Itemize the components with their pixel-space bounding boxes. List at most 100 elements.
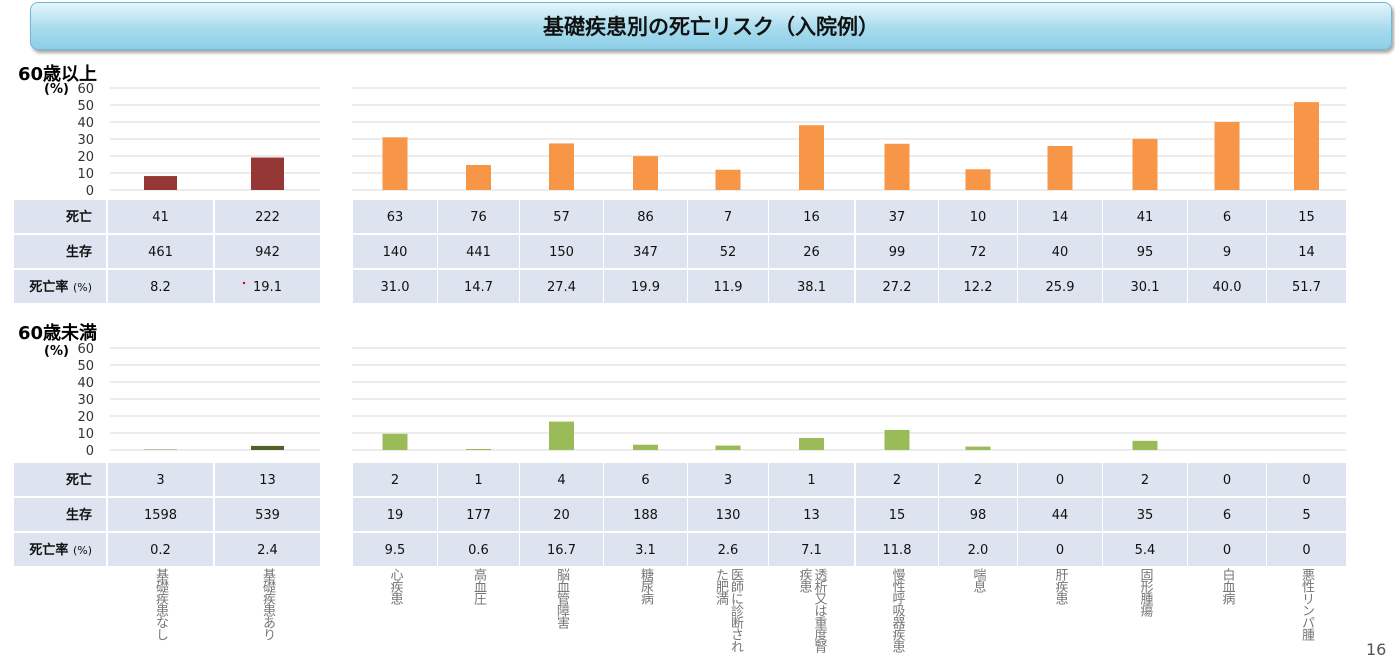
bar-over60-2 <box>382 137 408 190</box>
row-label-survivors-under60: 生存 <box>66 507 92 523</box>
table-value-mortality-rate-over60: 38.1 <box>797 280 826 295</box>
table-cell-over60 <box>688 235 768 268</box>
bar-over60-5 <box>633 156 658 190</box>
table-value-survivors-over60: 9 <box>1223 245 1231 260</box>
table-rowlabel-cell-over60 <box>14 270 106 303</box>
table-cell-over60 <box>215 200 320 233</box>
table-cell-under60 <box>1018 498 1102 531</box>
table-cell-over60 <box>215 235 320 268</box>
bar-under60-8 <box>884 429 910 450</box>
table-cell-under60 <box>1267 463 1346 496</box>
table-value-survivors-over60: 347 <box>633 245 658 260</box>
bar-over60-0 <box>144 176 177 190</box>
table-cell-over60 <box>1103 200 1187 233</box>
title-banner: 基礎疾患別の死亡リスク（入院例） <box>30 2 1392 50</box>
table-value-mortality-rate-under60: 0 <box>1302 543 1310 558</box>
table-cell-under60 <box>939 498 1017 531</box>
table-cell-under60 <box>1018 463 1102 496</box>
table-value-deaths-over60: 16 <box>803 210 820 225</box>
table-cell-over60 <box>769 235 854 268</box>
table-cell-over60 <box>520 270 603 303</box>
table-value-survivors-over60: 40 <box>1052 245 1069 260</box>
bar-under60-6 <box>715 445 741 450</box>
y-tick-label-under60: 60 <box>77 342 94 357</box>
table-cell-over60 <box>604 235 687 268</box>
table-cell-under60 <box>769 533 854 566</box>
table-cell-over60 <box>604 200 687 233</box>
table-cell-under60 <box>1018 533 1102 566</box>
table-cell-over60 <box>108 200 213 233</box>
table-cell-under60 <box>856 533 938 566</box>
page-number: 16 <box>1366 640 1387 659</box>
bar-over60-7 <box>799 125 824 190</box>
category-label: 肝疾患 <box>1052 568 1068 604</box>
table-value-mortality-rate-over60: 12.2 <box>964 280 993 295</box>
table-value-deaths-under60: 4 <box>557 473 565 488</box>
table-value-survivors-under60: 13 <box>803 508 820 523</box>
table-cell-over60 <box>939 200 1017 233</box>
table-cell-over60 <box>769 270 854 303</box>
table-cell-over60 <box>1267 200 1346 233</box>
category-label: 糖尿病 <box>638 568 653 604</box>
category-label: 脳血管障害 <box>554 568 569 628</box>
bar-over60-8 <box>884 143 910 190</box>
table-value-mortality-rate-under60: 0 <box>1223 543 1231 558</box>
table-value-deaths-over60: 14 <box>1052 210 1069 225</box>
bar-over60-12 <box>1214 122 1240 190</box>
row-label-mortality-rate-over60: 死亡率 (%) <box>29 279 92 295</box>
table-value-survivors-under60: 539 <box>255 508 280 523</box>
category-label: 白血病 <box>1219 568 1235 604</box>
table-value-deaths-over60: 15 <box>1298 210 1315 225</box>
table-cell-over60 <box>520 235 603 268</box>
y-tick-label-over60: 20 <box>77 150 94 165</box>
y-tick-label-under60: 50 <box>77 359 94 374</box>
table-value-deaths-over60: 41 <box>152 210 169 225</box>
table-value-deaths-over60: 63 <box>387 210 404 225</box>
table-value-mortality-rate-under60: 9.5 <box>385 543 406 558</box>
table-value-deaths-under60: 2 <box>1141 473 1149 488</box>
row-label-survivors-over60: 生存 <box>66 244 92 260</box>
table-value-mortality-rate-under60: 5.4 <box>1135 543 1156 558</box>
bar-over60-11 <box>1132 138 1158 190</box>
category-label: 医師に診断され た肥満 <box>713 568 743 652</box>
table-value-survivors-over60: 14 <box>1298 245 1315 260</box>
table-value-survivors-over60: 52 <box>720 245 737 260</box>
table-value-deaths-over60: 76 <box>470 210 487 225</box>
table-cell-under60 <box>438 533 519 566</box>
table-value-mortality-rate-under60: 2.4 <box>257 543 278 558</box>
bar-under60-5 <box>633 444 658 450</box>
table-value-survivors-under60: 19 <box>387 508 404 523</box>
table-cell-under60 <box>1188 463 1266 496</box>
table-value-mortality-rate-under60: 2.0 <box>968 543 989 558</box>
unit-label-over60: (%) <box>44 82 69 97</box>
table-cell-over60 <box>1103 270 1187 303</box>
table-cell-over60 <box>688 270 768 303</box>
table-rowlabel-cell-under60 <box>14 463 106 496</box>
table-cell-under60 <box>438 463 519 496</box>
table-cell-under60 <box>1267 533 1346 566</box>
table-cell-under60 <box>520 498 603 531</box>
category-label: 喘息 <box>970 568 986 592</box>
table-cell-under60 <box>108 463 213 496</box>
table-value-deaths-over60: 10 <box>970 210 987 225</box>
table-cell-under60 <box>1188 498 1266 531</box>
table-value-mortality-rate-over60: 27.2 <box>883 280 912 295</box>
category-label: 透析又は重度腎 疾患 <box>796 568 827 652</box>
table-cell-over60 <box>353 270 437 303</box>
table-value-survivors-under60: 130 <box>716 508 741 523</box>
section-label-under60: 60歳未満 <box>18 323 98 344</box>
table-value-mortality-rate-over60: 19.9 <box>631 280 660 295</box>
table-cell-under60 <box>939 463 1017 496</box>
table-cell-over60 <box>438 235 519 268</box>
bar-over60-13 <box>1294 102 1319 190</box>
table-value-survivors-under60: 1598 <box>144 508 177 523</box>
bar-over60-3 <box>466 165 491 190</box>
table-value-mortality-rate-over60: 25.9 <box>1046 280 1075 295</box>
table-cell-under60 <box>604 498 687 531</box>
table-cell-over60 <box>1103 235 1187 268</box>
table-cell-over60 <box>856 235 938 268</box>
table-cell-over60 <box>215 270 320 303</box>
y-tick-label-under60: 30 <box>77 393 94 408</box>
table-cell-under60 <box>769 498 854 531</box>
table-cell-over60 <box>939 235 1017 268</box>
